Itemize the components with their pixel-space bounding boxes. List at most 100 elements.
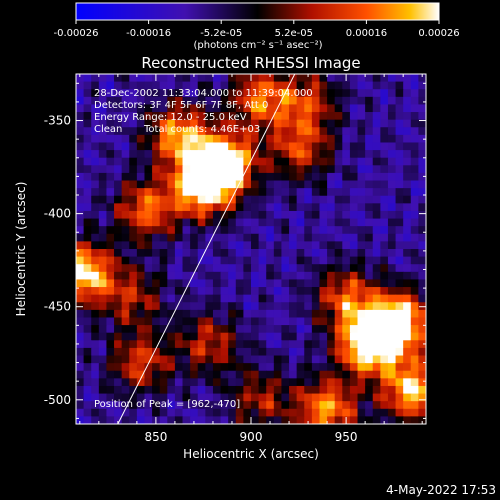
heatmap-cell [304,271,313,281]
heatmap-cell [403,416,412,424]
heatmap-cell [159,302,168,311]
heatmap-cell [342,165,351,174]
heatmap-cell [403,188,412,197]
heatmap-cell [106,264,115,273]
heatmap-cell [144,127,153,136]
heatmap-cell [190,241,199,250]
heatmap-cell [266,195,275,204]
heatmap-cell [98,355,108,364]
heatmap-cell [334,332,343,341]
heatmap-cell [327,408,336,417]
heatmap-cell [251,340,260,349]
heatmap-cell [91,210,100,220]
heatmap-cell [349,347,359,357]
heatmap-cell [136,378,146,387]
heatmap-cell [296,309,305,319]
heatmap-cell [235,195,244,204]
heatmap-cell [220,203,229,212]
heatmap-cell [136,408,146,417]
heatmap-cell [418,309,426,319]
heatmap-cell [220,96,229,106]
heatmap-cell [258,309,267,319]
heatmap-cell [129,378,138,387]
heatmap-cell [380,188,389,197]
heatmap-cell [228,340,237,349]
heatmap-cell [372,279,381,288]
heatmap-cell [410,271,419,281]
heatmap-cell [220,279,229,288]
heatmap-cell [167,172,176,182]
heatmap-cell [159,385,168,395]
heatmap-cell [410,393,419,402]
heatmap-cell [357,127,366,136]
heatmap-cell [273,264,283,273]
heatmap-cell [403,134,412,144]
heatmap-cell [418,325,426,334]
heatmap-cell [342,347,351,357]
heatmap-cell [167,287,176,296]
heatmap-cell [235,408,244,417]
heatmap-cell [410,203,419,212]
heatmap-cell [129,218,138,227]
heatmap-cell [197,271,206,281]
heatmap-cell [220,112,229,121]
heatmap-cell [76,180,85,189]
heatmap-cell [106,256,115,265]
heatmap-cell [152,172,161,182]
heatmap-cell [136,188,146,197]
heatmap-cell [167,81,176,90]
heatmap-cell [319,416,328,424]
heatmap-cell [121,134,130,144]
heatmap-cell [349,416,359,424]
heatmap-cell [327,249,336,258]
heatmap-cell [380,401,389,410]
heatmap-cell [403,378,412,387]
heatmap-cell [289,385,298,395]
heatmap-cell [387,378,397,387]
heatmap-cell [121,302,130,311]
heatmap-cell [365,127,374,136]
heatmap-cell [205,264,214,273]
heatmap-cell [296,340,305,349]
heatmap-cell [83,393,92,402]
heatmap-cell [410,370,419,379]
heatmap-cell [235,172,244,182]
heatmap-cell [327,195,336,204]
heatmap-cell [76,325,85,334]
heatmap-cell [357,233,366,242]
heatmap-cell [273,104,283,113]
heatmap-cell [197,150,206,159]
heatmap-cell [418,241,426,250]
heatmap-cell [212,256,222,265]
heatmap-cell [235,142,244,151]
heatmap-cell [266,317,275,326]
heatmap-cell [167,226,176,235]
heatmap-cell [152,256,161,265]
heatmap-cell [205,385,214,395]
heatmap-cell [197,134,206,144]
heatmap-cell [106,172,115,182]
heatmap-cell [311,180,321,189]
heatmap-cell [319,408,328,417]
heatmap-cell [152,401,161,410]
heatmap-cell [91,226,100,235]
heatmap-cell [152,294,161,303]
heatmap-cell [258,157,267,166]
heatmap-cell [144,363,153,372]
heatmap-cell [319,385,328,395]
heatmap-cell [273,309,283,319]
heatmap-cell [182,347,191,357]
heatmap-cell [327,180,336,189]
heatmap-cell [304,134,313,144]
heatmap-cell [418,89,426,98]
heatmap-cell [380,408,389,417]
heatmap-cell [296,249,305,258]
heatmap-cell [98,309,108,319]
heatmap-cell [114,309,123,319]
heatmap-cell [372,287,381,296]
heatmap-cell [273,180,283,189]
heatmap-cell [258,218,267,227]
heatmap-cell [121,241,130,250]
heatmap-cell [258,226,267,235]
heatmap-cell [243,241,252,250]
